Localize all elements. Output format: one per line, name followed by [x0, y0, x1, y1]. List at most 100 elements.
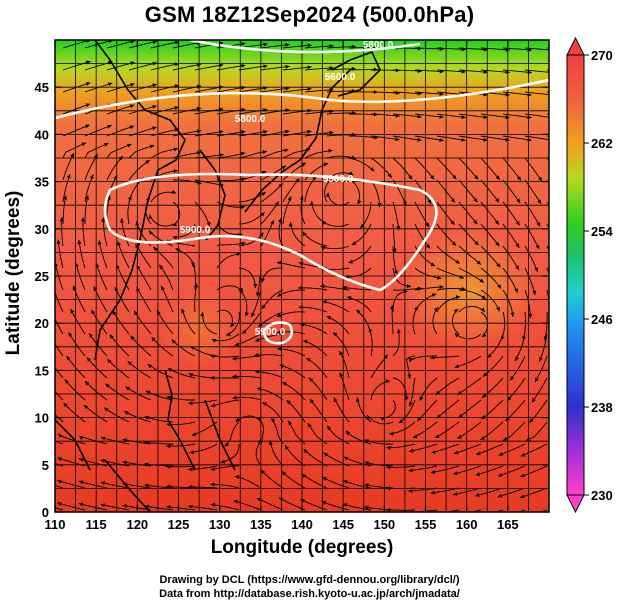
streamline	[370, 157, 392, 179]
streamline	[304, 67, 334, 71]
streamline	[408, 465, 438, 472]
streamline-arrow	[550, 48, 554, 52]
streamline-arrow	[35, 500, 40, 505]
streamline	[326, 112, 356, 115]
streamline	[457, 421, 482, 439]
streamline	[238, 170, 267, 181]
colorbar-body	[566, 54, 585, 496]
streamline-arrow	[58, 433, 63, 439]
streamline-arrow	[475, 492, 480, 497]
streamline-arrow	[93, 286, 98, 291]
streamline	[392, 113, 422, 118]
streamline-arrow	[536, 222, 541, 227]
streamline	[544, 311, 548, 341]
streamline	[326, 134, 356, 137]
streamline	[238, 150, 268, 159]
streamline-arrow	[278, 218, 282, 223]
streamline-arrow	[538, 176, 542, 182]
streamline-arrow	[134, 310, 138, 316]
streamline	[392, 135, 422, 141]
streamline-arrow	[251, 312, 256, 318]
streamline	[58, 433, 86, 445]
streamline	[282, 178, 300, 203]
streamline	[282, 130, 312, 137]
streamline	[238, 130, 268, 137]
height-contours	[55, 40, 549, 345]
streamline-arrow	[117, 241, 121, 246]
streamline-arrow	[550, 70, 554, 74]
streamline-arrow	[453, 491, 458, 496]
streamline-arrow	[419, 396, 424, 401]
streamline	[338, 350, 350, 379]
streamline-arrow	[455, 295, 461, 300]
streamline	[323, 452, 350, 467]
streamline-arrow	[87, 357, 92, 362]
streamline	[538, 333, 548, 362]
streamline	[210, 503, 240, 511]
streamline	[106, 83, 135, 93]
streamline-arrow	[285, 445, 289, 450]
streamline-arrow	[309, 399, 314, 404]
streamline	[188, 505, 218, 511]
streamline	[106, 143, 132, 159]
streamline-arrow	[85, 82, 91, 86]
streamline	[414, 47, 444, 50]
streamline	[432, 306, 439, 335]
streamline	[84, 142, 109, 159]
streamline	[172, 130, 202, 137]
streamline	[78, 503, 108, 511]
streamline	[144, 505, 174, 511]
streamline-arrow	[277, 292, 282, 297]
streamline	[458, 69, 488, 73]
streamline	[458, 289, 487, 300]
streamline	[122, 461, 152, 467]
streamline-arrow	[241, 41, 246, 46]
streamline-arrow	[124, 411, 129, 415]
streamline-arrow	[89, 174, 94, 179]
streamline-arrow	[515, 243, 520, 248]
streamline-arrow	[104, 407, 109, 412]
streamline-arrow	[453, 450, 459, 455]
streamline-arrow	[189, 450, 194, 455]
streamline-arrow	[450, 198, 455, 203]
streamline	[82, 217, 86, 247]
streamline	[216, 130, 246, 137]
streamline	[122, 438, 152, 445]
colorbar-tick-label: 246	[591, 312, 613, 327]
streamline-arrow	[383, 354, 388, 359]
streamline-arrow	[396, 329, 401, 334]
streamline	[171, 339, 196, 357]
streamline-arrow	[322, 300, 327, 305]
streamline	[436, 135, 466, 141]
streamline-arrow	[425, 222, 430, 227]
streamline-arrow	[282, 382, 287, 386]
streamline-arrow	[483, 69, 488, 74]
streamline-arrow	[210, 376, 215, 381]
streamline	[412, 306, 419, 335]
streamline-arrow	[303, 339, 308, 344]
streamline	[458, 201, 478, 225]
streamline	[326, 46, 356, 49]
streamline	[408, 377, 416, 407]
streamline	[524, 267, 536, 296]
streamline	[62, 142, 87, 159]
streamline-arrow	[519, 494, 525, 499]
streamline	[458, 306, 485, 313]
streamline-arrow	[299, 196, 304, 201]
streamline	[308, 377, 328, 401]
y-axis: 0 5 10 15 20 25 30 35 40 45	[35, 80, 549, 520]
streamline	[342, 503, 372, 511]
streamline-arrow	[100, 503, 106, 508]
credit-dcl: Drawing by DCL (https://www.gfd-dennou.o…	[159, 574, 460, 586]
streamline	[172, 179, 202, 185]
streamline-arrow	[439, 137, 444, 142]
streamline	[282, 196, 292, 225]
streamline-arrow	[510, 312, 515, 317]
streamline	[194, 283, 197, 313]
streamline-arrow	[262, 402, 267, 407]
streamline-arrow	[347, 296, 352, 300]
streamline	[370, 380, 390, 401]
streamline-arrow	[559, 178, 564, 183]
y-tick-label: 20	[35, 316, 49, 331]
streamline	[443, 509, 460, 512]
